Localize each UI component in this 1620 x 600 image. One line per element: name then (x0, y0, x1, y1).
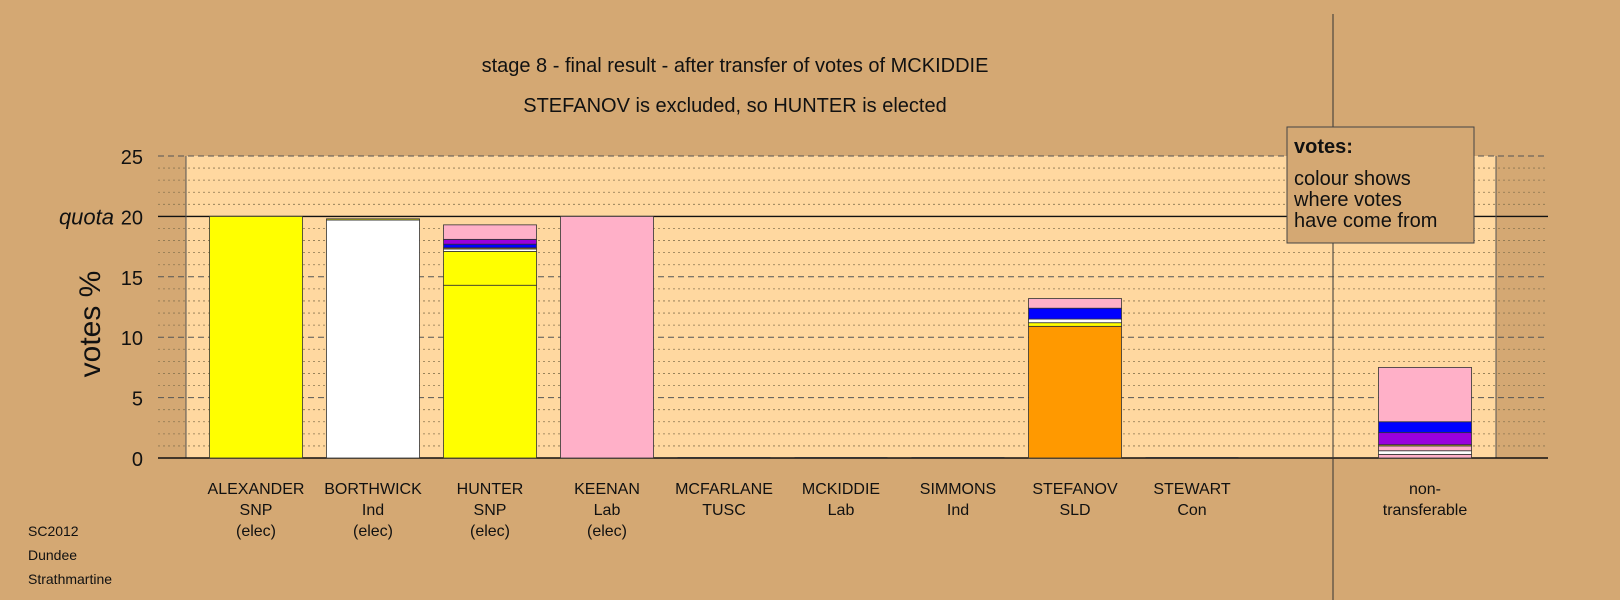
legend-title: votes: (1294, 136, 1353, 158)
legend: votes: colour shows where votes have com… (1286, 126, 1475, 244)
category-name: non- (1409, 481, 1441, 498)
category-party: Lab (594, 502, 621, 519)
bar-segment (1378, 450, 1472, 455)
bar-stacks (209, 215, 1472, 459)
chart-subtitle: STEFANOV is excluded, so HUNTER is elect… (523, 95, 946, 117)
category-party: SNP (474, 502, 507, 519)
category-name: KEENAN (574, 481, 640, 498)
bar-segment (326, 219, 420, 459)
y-tick-label: 0 (132, 449, 143, 471)
bar-segment (443, 224, 537, 240)
bar-segment (1028, 307, 1122, 320)
bar-segment (443, 238, 537, 245)
legend-box (1286, 126, 1475, 244)
y-axis: 0 5 10 15 20 25 (121, 147, 143, 471)
category-name: ALEXANDER (208, 481, 305, 498)
bar-segment (443, 251, 537, 286)
legend-line-1: colour shows (1294, 168, 1411, 190)
bar-segment (209, 215, 303, 459)
quota-label: quota (59, 204, 114, 229)
bar-segment (443, 284, 537, 459)
category-party: Lab (828, 502, 855, 519)
y-tick-label: 5 (132, 389, 143, 411)
bar-segment (1028, 322, 1122, 327)
bar-segment (1378, 445, 1472, 452)
category-party: Ind (362, 502, 384, 519)
category-name: STEWART (1153, 481, 1231, 498)
y-tick-label: 10 (121, 328, 143, 350)
category-party: Con (1177, 502, 1206, 519)
category-party: transferable (1383, 502, 1468, 519)
category-labels: ALEXANDER SNP (elec) BORTHWICK Ind (elec) HUNT… (208, 481, 1468, 540)
category-name: BORTHWICK (324, 481, 422, 498)
category-name: MCKIDDIE (802, 481, 880, 498)
bar-segment (326, 218, 420, 221)
bar-segment (1028, 318, 1122, 324)
category-name: STEFANOV (1032, 481, 1118, 498)
category-party: SLD (1059, 502, 1090, 519)
chart-title: stage 8 - final result - after transfer … (482, 55, 989, 77)
y-tick-label: 25 (121, 147, 143, 169)
category-status: (elec) (587, 523, 627, 540)
y-axis-label: votes % (74, 271, 107, 378)
category-party: TUSC (702, 502, 746, 519)
category-status: (elec) (470, 523, 510, 540)
footer-election: SC2012 (28, 523, 79, 539)
category-status: (elec) (236, 523, 276, 540)
bar-segment (560, 215, 654, 459)
category-party: SNP (240, 502, 273, 519)
category-status: (elec) (353, 523, 393, 540)
bar-segment (443, 243, 537, 249)
y-tick-label: 20 (121, 207, 143, 229)
bar-segment (1378, 366, 1472, 423)
legend-line-2: where votes (1293, 189, 1402, 211)
bar-segment (1378, 432, 1472, 446)
footer-ward: Strathmartine (28, 571, 112, 587)
y-tick-label: 15 (121, 268, 143, 290)
bar-segment (1378, 453, 1472, 459)
legend-line-3: have come from (1294, 210, 1437, 232)
category-name: HUNTER (457, 481, 524, 498)
category-party: Ind (947, 502, 969, 519)
bar-segment (1378, 421, 1472, 434)
category-name: MCFARLANE (675, 481, 773, 498)
category-name: SIMMONS (920, 481, 996, 498)
bar-segment (1028, 325, 1122, 459)
footer-council: Dundee (28, 547, 77, 563)
bar-segment (1028, 298, 1122, 309)
